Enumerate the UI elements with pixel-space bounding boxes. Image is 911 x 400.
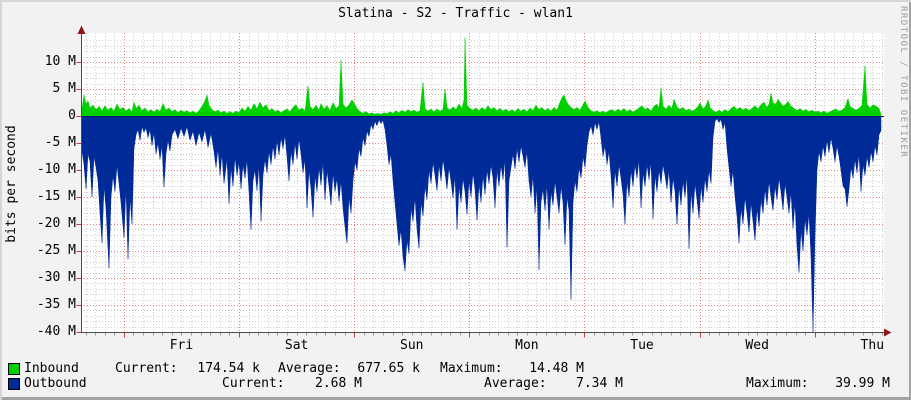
legend-inbound-label: Inbound bbox=[24, 361, 79, 376]
graph-title: Slatina - S2 - Traffic - wlan1 bbox=[338, 6, 573, 21]
x-axis-day-label: Thu bbox=[860, 338, 885, 353]
y-axis-tick-label: -40 M bbox=[36, 324, 76, 339]
y-axis-tick-label: -10 M bbox=[36, 162, 76, 177]
x-axis-day-label: Mon bbox=[515, 338, 539, 353]
y-axis-tick-label: -35 M bbox=[36, 297, 76, 312]
y-axis-tick-label: -30 M bbox=[36, 270, 76, 285]
legend-inbound-maximum-value: 14.48 M bbox=[529, 361, 584, 376]
x-axis-day-label: Sun bbox=[400, 338, 424, 353]
x-axis-day-label: Tue bbox=[630, 338, 654, 353]
y-axis-tick-label: -25 M bbox=[36, 243, 76, 258]
y-axis-tick-label: -20 M bbox=[36, 216, 76, 231]
x-axis-day-label: Wed bbox=[745, 338, 769, 353]
y-axis-tick-label: 10 M bbox=[44, 54, 76, 69]
legend-outbound-maximum-label: Maximum: bbox=[746, 376, 809, 391]
legend-inbound-average-label: Average: bbox=[278, 361, 341, 376]
x-axis-day-label: Sat bbox=[284, 338, 309, 353]
legend-inbound-maximum-label: Maximum: bbox=[440, 361, 503, 376]
y-axis-tick-label: -5 M bbox=[44, 135, 76, 150]
outbound-color-swatch bbox=[8, 378, 20, 390]
legend-inbound-average-value: 677.65 k bbox=[357, 361, 420, 376]
y-axis-tick-label: 5 M bbox=[52, 81, 76, 96]
y-axis-tick-label: -15 M bbox=[36, 189, 76, 204]
inbound-color-swatch bbox=[8, 363, 20, 375]
legend-outbound-average-value: 7.34 M bbox=[576, 376, 623, 391]
legend-outbound-current-label: Current: bbox=[222, 376, 285, 391]
legend-inbound-current-value: 174.54 k bbox=[197, 361, 260, 376]
legend-outbound-current-value: 2.68 M bbox=[315, 376, 362, 391]
legend-outbound-average-label: Average: bbox=[484, 376, 547, 391]
y-axis-tick-label: 0 bbox=[68, 108, 76, 123]
x-axis-day-label: Fri bbox=[169, 338, 194, 353]
legend-outbound-maximum-value: 39.99 M bbox=[835, 376, 890, 391]
rrdtool-watermark: RRDTOOL / TOBI OETIKER bbox=[898, 6, 908, 159]
legend-inbound-current-label: Current: bbox=[115, 361, 178, 376]
legend-outbound-label: Outbound bbox=[24, 376, 87, 391]
